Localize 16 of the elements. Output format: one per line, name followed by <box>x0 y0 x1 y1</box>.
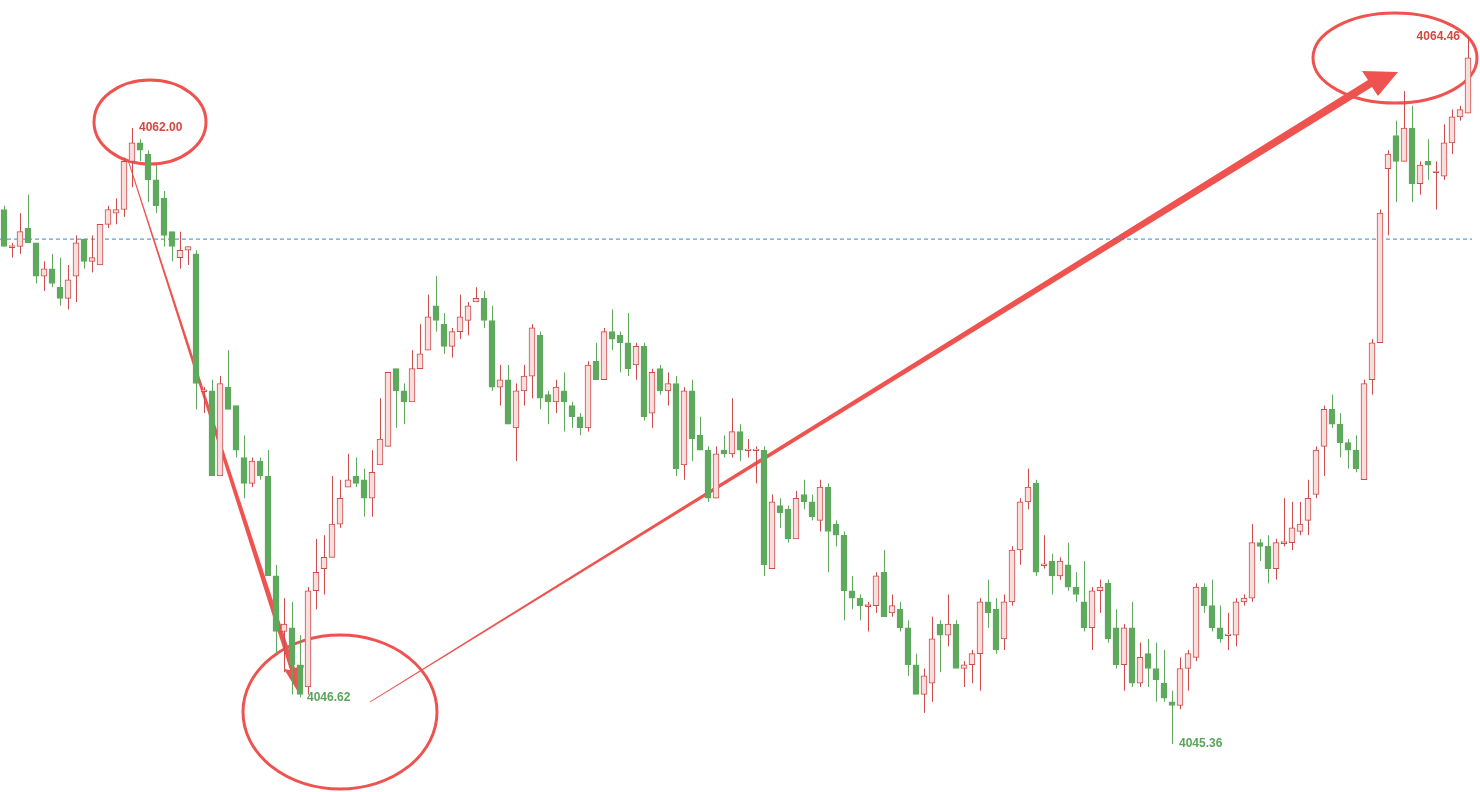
annotation: 4064.46 <box>1416 29 1461 44</box>
candlestick <box>1256 538 1264 562</box>
annotation: 4062.00 <box>139 120 183 135</box>
candlestick <box>752 445 760 484</box>
candlestick <box>1040 534 1048 570</box>
candlestick <box>64 264 72 310</box>
candlestick <box>360 468 368 518</box>
candlestick <box>1168 690 1176 745</box>
candlestick <box>744 438 752 458</box>
annotation: 4045.36 <box>1179 736 1223 751</box>
candlestick <box>200 386 208 414</box>
candlestick <box>88 234 96 273</box>
annotation: 4046.62 <box>307 689 351 704</box>
candlestick <box>1224 612 1232 651</box>
candlestick <box>960 660 968 688</box>
candlestick <box>112 197 120 225</box>
